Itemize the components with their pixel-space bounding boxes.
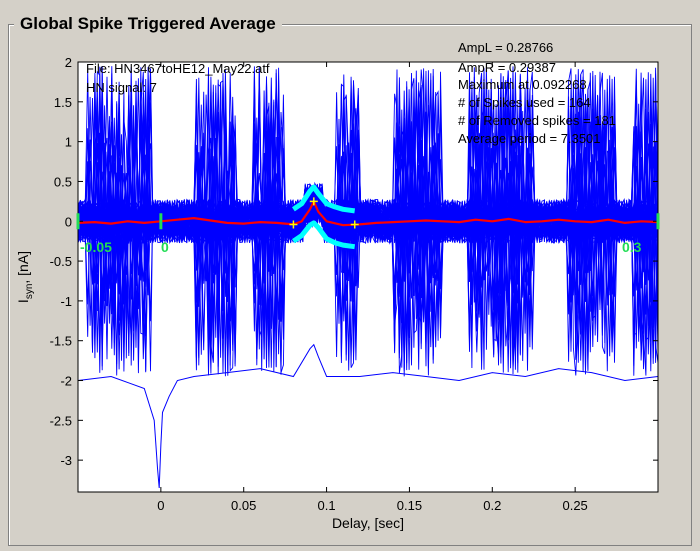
x-tick-label: 0.1 — [318, 498, 336, 513]
y-tick-label: -1.5 — [50, 334, 72, 349]
plot-area — [78, 62, 658, 492]
y-tick-label: -2.5 — [50, 413, 72, 428]
average-period-annotation: Average period = 7.3501 — [458, 131, 601, 146]
x-tick-label: 0.15 — [397, 498, 422, 513]
y-tick-label: -2 — [60, 374, 72, 389]
file-annotation: File: HN3467toHE12_May22.atf — [86, 61, 270, 76]
x-tick-label: 0 — [157, 498, 164, 513]
y-tick-label: 1.5 — [54, 95, 72, 110]
svg-text:Isyn, [nA]: Isyn, [nA] — [15, 251, 35, 303]
x-tick-label: 0.05 — [231, 498, 256, 513]
figure-panel — [8, 24, 692, 546]
average-line — [78, 200, 658, 227]
spikes-used-annotation: # of Spikes used = 164 — [458, 95, 591, 110]
landmark-point — [309, 197, 318, 206]
x-tick-label: 0.25 — [562, 498, 587, 513]
ampr-annotation: AmpR = 0.29387 — [458, 60, 556, 75]
lower-bound-line — [292, 220, 356, 250]
axes: 0 0.05 0.1 0.15 0.2 0.25 2 1.5 1 0.5 0 -0.5 -1 -1.5 -2… — [50, 55, 658, 513]
average-series-group — [78, 184, 658, 250]
plot-frame — [77, 61, 659, 493]
y-tick-label: 2 — [65, 55, 72, 70]
x-axis-label: Delay, [sec] — [332, 515, 404, 531]
marker-zero-label: 0 — [161, 239, 169, 255]
y-tick-label: 0.5 — [54, 174, 72, 189]
y-tick-label: -3 — [60, 453, 72, 468]
marker-left-label: -0.05 — [80, 239, 112, 255]
y-tick-label: 0 — [65, 214, 72, 229]
outlier-trace — [78, 343, 658, 489]
y-tick-label: -0.5 — [50, 254, 72, 269]
hn-signal-annotation: HN signal: 7 — [86, 80, 157, 95]
spike-trace — [78, 82, 658, 376]
removed-spikes-annotation: # of Removed spikes = 181 — [458, 113, 616, 128]
landmark-point — [350, 220, 359, 229]
y-label-sub: syn — [24, 284, 35, 300]
spike-traces — [78, 65, 658, 489]
y-tick-label: -1 — [60, 294, 72, 309]
landmark-point — [289, 220, 298, 229]
ampl-annotation: AmpL = 0.28766 — [458, 40, 553, 55]
window-markers: -0.05 0 0.3 — [76, 213, 660, 255]
window-title: Global Spike Triggered Average — [14, 14, 282, 34]
maximum-annotation: Maximum at 0.092268 — [458, 77, 587, 92]
y-tick-label: 1 — [65, 135, 72, 150]
y-axis-label: Isyn, [nA] — [15, 251, 35, 303]
marker-right-label: 0.3 — [622, 239, 642, 255]
y-label-main: I — [15, 299, 31, 303]
x-tick-label: 0.2 — [483, 498, 501, 513]
upper-bound-line — [292, 184, 356, 214]
y-label-unit: , [nA] — [15, 251, 31, 284]
